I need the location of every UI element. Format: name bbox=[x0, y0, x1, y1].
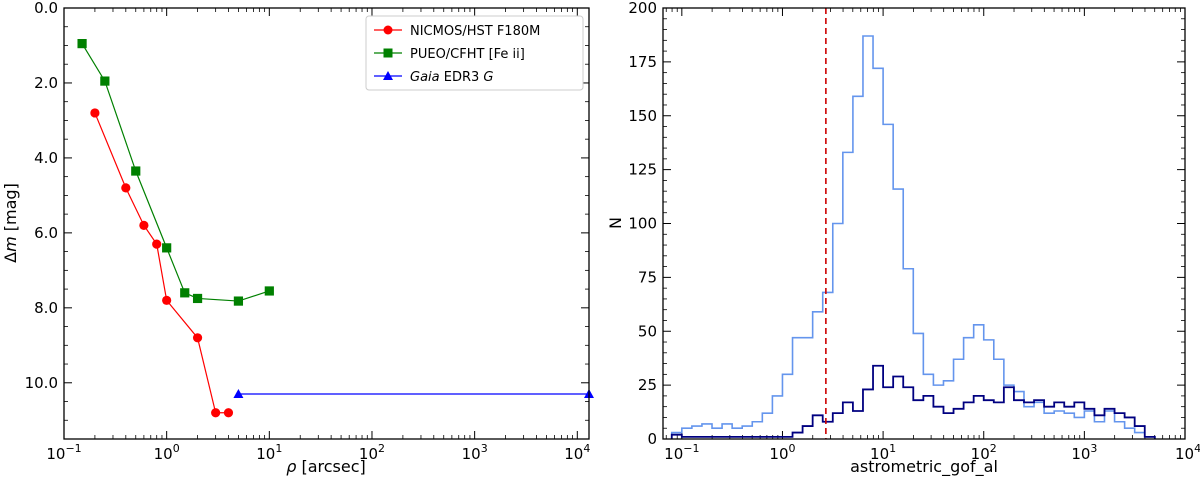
right-y-tick-label: 200 bbox=[628, 0, 657, 17]
left-y-axis-label: Δm [mag] bbox=[1, 183, 20, 263]
y-label-unit: [mag] bbox=[1, 183, 20, 236]
legend-entry-pueo: PUEO/CFHT [Fe ii] bbox=[374, 47, 525, 62]
left-panel-magnitude-contrast: 10−1 100 101 102 103 104 0.0 2.0 4.0 6.0 8.0 10.0 ρ… bbox=[1, 0, 594, 476]
right-panel-histogram: 10−1 100 101 102 103 104 0 25 50 75 100 125 150 175 20… bbox=[606, 0, 1200, 477]
legend-marker-gaia bbox=[383, 71, 393, 80]
data-point-nicmos bbox=[192, 333, 203, 343]
legend-entry-gaia: Gaia EDR3 G bbox=[374, 70, 494, 85]
data-point-nicmos bbox=[90, 108, 100, 118]
y-label-delta: Δ bbox=[1, 252, 20, 263]
right-y-axis-label: N bbox=[606, 217, 625, 229]
right-axis-ticks: 10−1 100 101 102 103 104 0 25 50 75 100 125 150 175 20… bbox=[628, 0, 1200, 463]
right-x-tick-label: 101 bbox=[870, 442, 896, 463]
data-point-pueo bbox=[100, 76, 110, 86]
left-plot-frame bbox=[63, 7, 590, 440]
x-label-unit: [arcsec] bbox=[296, 457, 365, 476]
data-point-nicmos bbox=[121, 183, 131, 193]
data-point-pueo bbox=[264, 286, 274, 296]
data-point-nicmos bbox=[223, 408, 234, 418]
legend-entry-nicmos: NICMOS/HST F180M bbox=[374, 24, 540, 39]
series-line-pueo bbox=[81, 43, 270, 302]
right-y-tick-label: 175 bbox=[628, 53, 657, 71]
right-x-tick-label: 10−1 bbox=[664, 442, 699, 463]
left-x-tick-label: 103 bbox=[462, 442, 488, 463]
left-data-series bbox=[77, 39, 594, 418]
legend-label-gaia-band: G bbox=[483, 70, 493, 85]
data-point-nicmos bbox=[211, 408, 221, 418]
data-point-nicmos bbox=[162, 295, 172, 305]
right-plot-frame bbox=[662, 7, 1186, 440]
data-point-pueo bbox=[131, 166, 141, 176]
data-point-gaia bbox=[233, 389, 244, 399]
legend-label-pueo: PUEO/CFHT [Fe ii] bbox=[410, 47, 525, 62]
data-point-nicmos bbox=[152, 239, 162, 249]
y-label-m: m bbox=[1, 236, 20, 252]
left-y-tick-label: 6.0 bbox=[34, 224, 58, 242]
right-x-tick-label: 102 bbox=[971, 442, 997, 463]
legend-label-nicmos: NICMOS/HST F180M bbox=[410, 24, 540, 39]
data-point-pueo bbox=[180, 288, 190, 298]
legend-marker-pueo bbox=[383, 48, 393, 58]
x-label-rho: ρ bbox=[286, 457, 296, 476]
right-y-tick-label: 25 bbox=[638, 376, 657, 394]
histogram-all-sources bbox=[670, 35, 1156, 439]
legend-label-gaia-italic: Gaia bbox=[410, 70, 440, 85]
right-y-tick-label: 0 bbox=[647, 430, 657, 448]
legend-marker-nicmos bbox=[383, 25, 393, 35]
left-y-tick-label: 8.0 bbox=[34, 299, 58, 317]
left-x-tick-label: 10−1 bbox=[46, 442, 81, 463]
right-x-tick-label: 104 bbox=[1175, 442, 1200, 463]
left-y-tick-label: 0.0 bbox=[34, 0, 58, 17]
data-point-pueo bbox=[77, 39, 87, 49]
left-x-tick-label: 104 bbox=[564, 442, 590, 463]
left-axis-ticks: 10−1 100 101 102 103 104 0.0 2.0 4.0 6.0 8.0 10.0 bbox=[25, 0, 591, 463]
data-point-pueo bbox=[192, 293, 203, 304]
left-y-tick-label: 2.0 bbox=[34, 74, 58, 92]
left-x-tick-label: 100 bbox=[154, 442, 180, 463]
legend: NICMOS/HST F180M PUEO/CFHT [Fe ii] Gaia … bbox=[365, 15, 584, 91]
right-y-tick-label: 50 bbox=[638, 322, 657, 340]
right-y-tick-label: 150 bbox=[628, 107, 657, 125]
series-line-nicmos bbox=[94, 112, 229, 414]
right-histogram-series bbox=[670, 35, 1156, 439]
right-y-tick-label: 75 bbox=[638, 268, 657, 286]
left-x-tick-label: 101 bbox=[256, 442, 282, 463]
legend-box bbox=[365, 15, 584, 91]
data-point-pueo bbox=[233, 296, 244, 306]
left-y-tick-label: 4.0 bbox=[34, 149, 58, 167]
left-y-tick-label: 10.0 bbox=[25, 374, 58, 392]
data-point-nicmos bbox=[139, 220, 149, 230]
legend-label-gaia-rest: EDR3 bbox=[440, 70, 484, 85]
right-x-tick-label: 103 bbox=[1071, 442, 1097, 463]
histogram-subset bbox=[670, 364, 1156, 439]
data-point-pueo bbox=[162, 243, 172, 253]
right-x-tick-label: 100 bbox=[769, 442, 795, 463]
right-y-tick-label: 125 bbox=[628, 161, 657, 179]
right-y-tick-label: 100 bbox=[628, 215, 657, 233]
legend-label-gaia: Gaia EDR3 G bbox=[410, 70, 494, 85]
right-x-axis-label: astrometric_gof_al bbox=[850, 457, 998, 477]
left-x-tick-label: 102 bbox=[359, 442, 385, 463]
left-x-axis-label: ρ [arcsec] bbox=[286, 457, 366, 476]
